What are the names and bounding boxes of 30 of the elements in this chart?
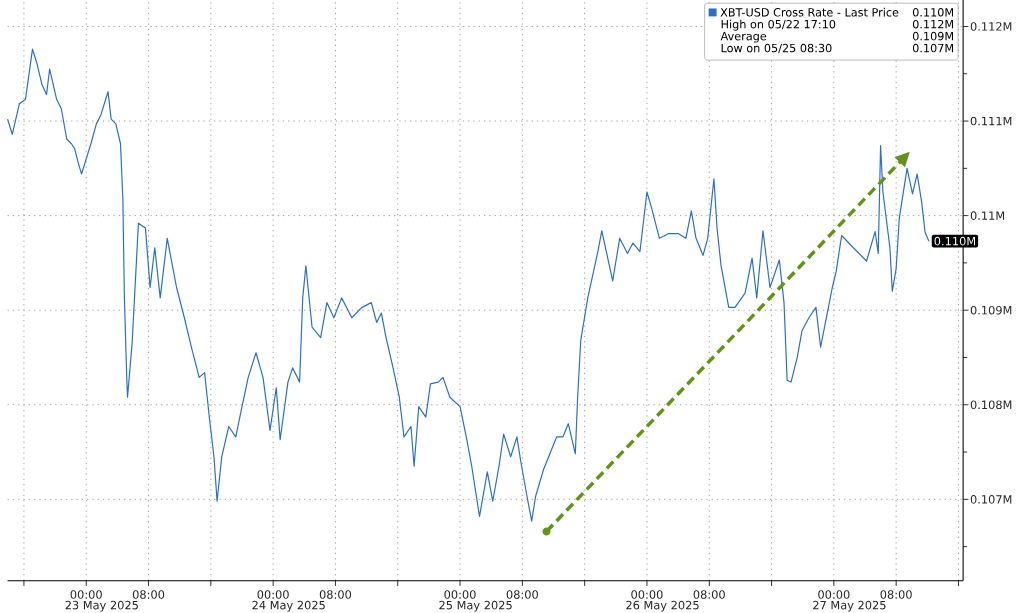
y-tick-label: 0.11M bbox=[970, 211, 1005, 220]
annotation: Average bbox=[720, 31, 767, 43]
y-tick-label: 0.112M bbox=[970, 21, 1012, 31]
x-tick-label: 08:00 bbox=[506, 589, 538, 599]
x-tick-label: 08:00 bbox=[132, 589, 165, 599]
text: 24 May 2025 bbox=[252, 600, 325, 612]
x-tick-label: 00:00 bbox=[70, 589, 102, 599]
text: 23 May 2025 bbox=[65, 600, 138, 612]
annotation: 0.107M bbox=[912, 43, 953, 53]
y-tick-label: 0.108M bbox=[970, 400, 1012, 409]
annotation: Low on 05/25 08:30 bbox=[721, 43, 832, 53]
x-tick-label: 00:00 bbox=[257, 589, 289, 599]
legend-label: XBT-USD Cross Rate - Last Price bbox=[720, 7, 899, 17]
x-tick-label: 00:00 bbox=[444, 589, 476, 599]
annotation: 0.109M bbox=[912, 31, 953, 41]
x-tick-label: 08:00 bbox=[693, 589, 725, 599]
x-tick-label: 08:00 bbox=[319, 589, 352, 599]
text: 25 May 2025 bbox=[439, 600, 512, 612]
y-tick-label: 0.111M bbox=[970, 116, 1012, 126]
y-tick-label: 0.107M bbox=[970, 494, 1012, 504]
text: 26 May 2025 bbox=[626, 600, 699, 612]
annotation: High on 05/22 17:10 bbox=[721, 19, 836, 31]
x-tick-label: 08:00 bbox=[880, 589, 912, 599]
text: 27 May 2025 bbox=[813, 600, 886, 612]
x-tick-label: 00:00 bbox=[631, 589, 663, 599]
annotation: 0.112M bbox=[912, 19, 953, 29]
y-tick-label: 0.109M bbox=[970, 305, 1012, 315]
x-tick-label: 00:00 bbox=[818, 589, 850, 599]
data-label: 0.110M bbox=[934, 236, 976, 246]
annotation: 0.110M bbox=[912, 7, 953, 17]
